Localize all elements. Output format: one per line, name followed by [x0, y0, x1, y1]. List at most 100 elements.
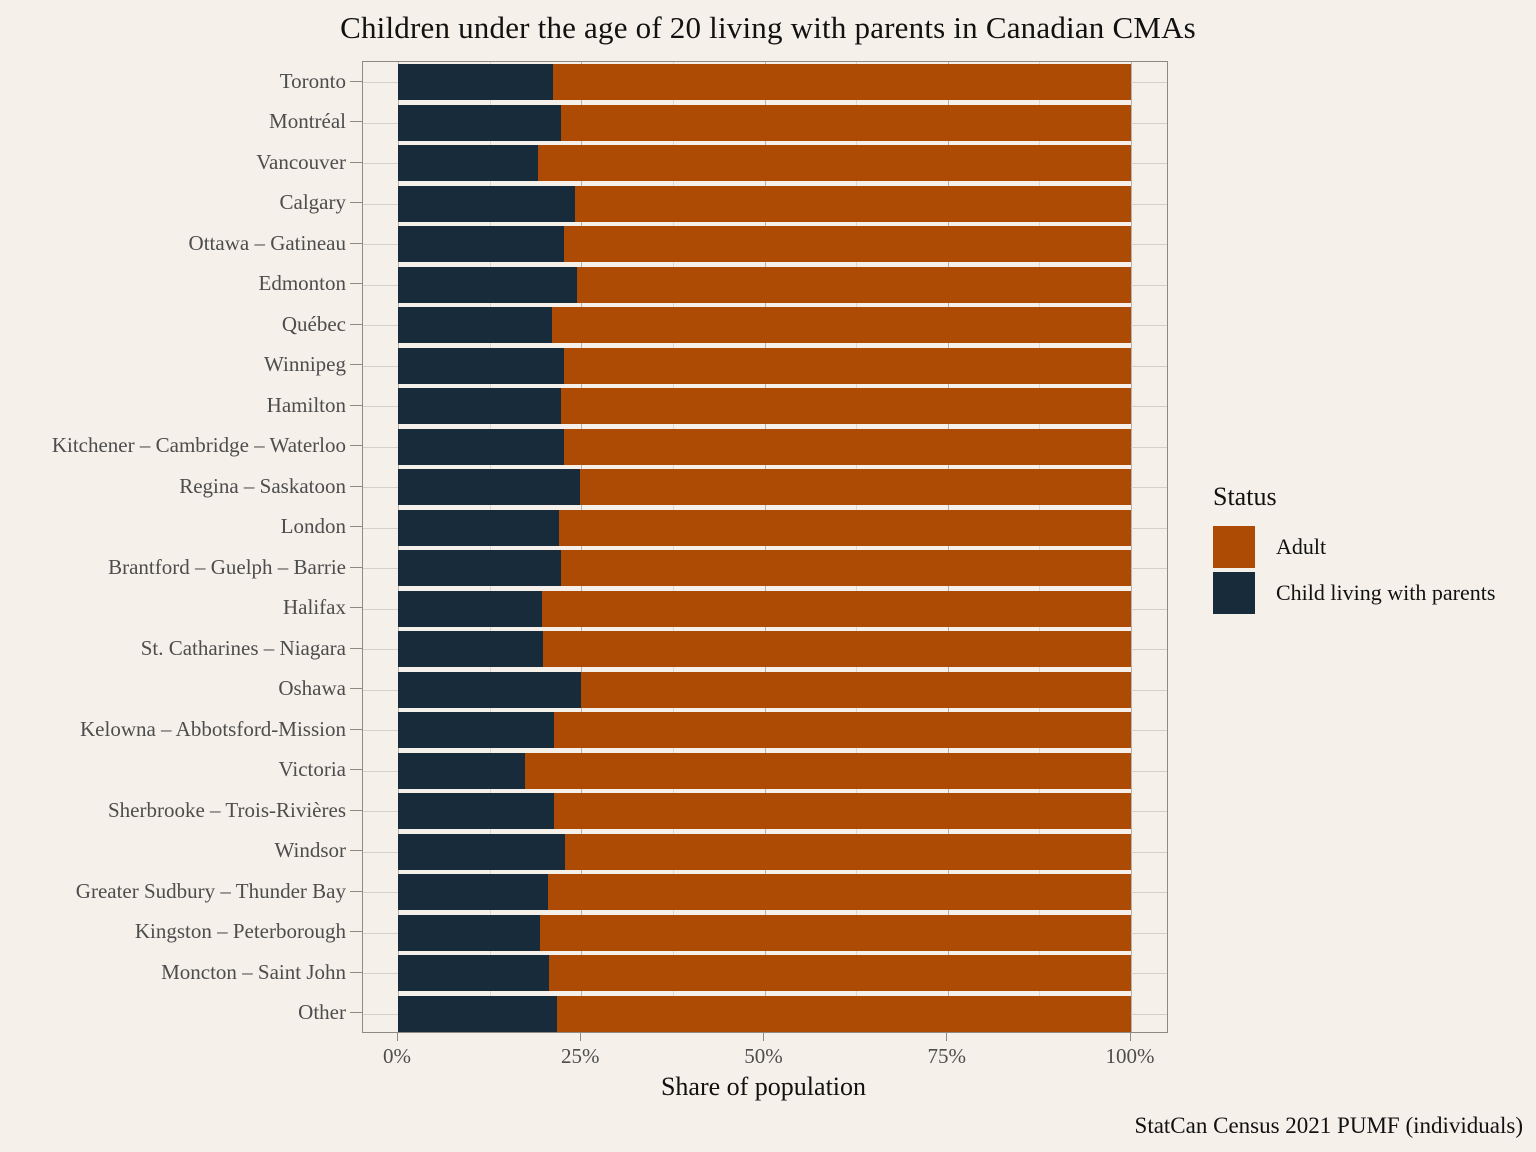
gridline-major: [581, 62, 583, 1032]
bar-segment-child: [398, 590, 543, 627]
stacked-bar: [398, 995, 1131, 1032]
bar-segment-child: [398, 631, 544, 668]
source-caption: StatCan Census 2021 PUMF (individuals): [1134, 1113, 1523, 1138]
y-tick-mark: [350, 1012, 362, 1014]
stacked-bar: [398, 914, 1131, 951]
x-tick-label: 50%: [744, 1044, 783, 1068]
y-tick-mark: [350, 566, 362, 568]
x-axis-title: Share of population: [660, 1072, 867, 1101]
x-tick-mark: [763, 1033, 764, 1041]
bar-row: [363, 953, 1167, 994]
bar-segment-child: [398, 874, 548, 911]
y-tick-mark: [350, 809, 362, 811]
gridline-minor: [1039, 62, 1041, 1032]
stacked-bar: [398, 671, 1131, 708]
bar-segment-child: [398, 752, 525, 789]
bar-row: [363, 751, 1167, 792]
bar-segment-child: [398, 995, 558, 1032]
y-axis-label: Victoria: [278, 757, 346, 782]
bar-segment-child: [398, 266, 577, 303]
bar-segment-child: [398, 550, 562, 587]
bar-segment-child: [398, 226, 565, 263]
y-tick-mark: [350, 526, 362, 528]
bar-segment-child: [398, 469, 580, 506]
stacked-bar: [398, 712, 1131, 749]
bar-row: [363, 143, 1167, 184]
y-tick-mark: [350, 242, 362, 244]
bar-row: [363, 670, 1167, 711]
y-axis-label: Kingston – Peterborough: [134, 919, 346, 944]
bar-segment-adult: [540, 914, 1131, 951]
bar-row: [363, 791, 1167, 832]
y-tick-mark: [350, 971, 362, 973]
y-tick-mark: [350, 931, 362, 933]
y-axis-label: Other: [298, 1000, 346, 1025]
bar-row: [363, 872, 1167, 913]
chart-title: Children under the age of 20 living with…: [340, 10, 1196, 45]
stacked-bar: [398, 388, 1131, 425]
y-axis-label: Montréal: [269, 109, 346, 134]
bar-segment-adult: [542, 590, 1131, 627]
bar-segment-child: [398, 307, 552, 344]
y-tick-mark: [350, 890, 362, 892]
y-tick-mark: [350, 121, 362, 123]
y-tick-mark: [350, 323, 362, 325]
bar-segment-adult: [563, 347, 1131, 384]
legend-item-label: Child living with parents: [1276, 580, 1496, 605]
bar-row: [363, 103, 1167, 144]
y-tick-mark: [350, 647, 362, 649]
y-axis-label: Kitchener – Cambridge – Waterloo: [51, 433, 346, 458]
x-tick-mark: [1129, 1033, 1131, 1041]
y-tick-mark: [350, 607, 362, 609]
bar-segment-adult: [554, 712, 1131, 749]
bar-segment-adult: [524, 752, 1131, 789]
stacked-bar: [398, 469, 1131, 506]
bar-row: [363, 62, 1167, 103]
gridline-major: [1131, 62, 1132, 1032]
x-tick-label: 0%: [383, 1044, 411, 1068]
gridline-major: [398, 62, 399, 1032]
gridline-minor: [489, 62, 491, 1032]
bar-segment-adult: [552, 64, 1131, 101]
x-tick-mark: [396, 1033, 398, 1041]
stacked-bar: [398, 307, 1131, 344]
y-tick-mark: [350, 445, 362, 447]
bar-segment-child: [398, 428, 564, 465]
stacked-bar: [398, 509, 1131, 546]
y-axis-label: Regina – Saskatoon: [179, 473, 346, 498]
bar-segment-adult: [547, 874, 1131, 911]
bar-segment-child: [398, 185, 576, 222]
legend-item-label: Adult: [1276, 534, 1327, 559]
x-tick-label: 75%: [927, 1044, 967, 1068]
bar-segment-adult: [575, 185, 1131, 222]
bar-row: [363, 346, 1167, 387]
y-axis-label: Toronto: [279, 68, 346, 93]
bar-segment-adult: [560, 388, 1131, 425]
x-tick-mark: [946, 1033, 948, 1041]
bar-segment-adult: [580, 671, 1131, 708]
bar-segment-child: [398, 833, 566, 870]
bar-row: [363, 710, 1167, 751]
bar-row: [363, 305, 1167, 346]
legend: Status Adult Child living with parents: [1213, 482, 1495, 618]
stacked-bar: [398, 833, 1131, 870]
bar-segment-adult: [560, 104, 1131, 141]
y-tick-mark: [350, 850, 362, 852]
plot-panel: [362, 61, 1168, 1033]
bar-segment-adult: [561, 550, 1131, 587]
y-axis-label: Vancouver: [256, 149, 346, 174]
y-tick-mark: [350, 485, 362, 487]
stacked-bar: [398, 64, 1131, 101]
y-tick-mark: [350, 728, 362, 730]
bar-segment-adult: [579, 469, 1131, 506]
bar-segment-adult: [543, 631, 1131, 668]
stacked-bar: [398, 185, 1131, 222]
bar-segment-child: [398, 104, 561, 141]
x-tick-label: 25%: [561, 1044, 600, 1068]
legend-items: Adult Child living with parents: [1213, 526, 1495, 614]
bar-segment-child: [398, 793, 555, 830]
bar-segment-child: [398, 347, 564, 384]
bar-segment-adult: [565, 833, 1131, 870]
bar-segment-child: [398, 388, 561, 425]
